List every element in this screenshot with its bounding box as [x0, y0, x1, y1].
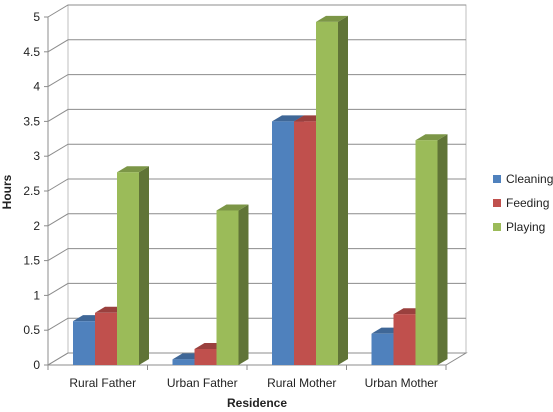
x-tick-label: Urban Father — [167, 376, 238, 390]
legend-swatch — [493, 223, 501, 231]
bar-front — [393, 314, 416, 365]
y-axis-title: Hours — [0, 174, 14, 209]
bar-front — [272, 121, 294, 366]
bars — [73, 15, 448, 366]
y-tick-label: 3.5 — [23, 114, 40, 128]
bar-playing-3 — [316, 15, 348, 365]
bar-side — [139, 166, 149, 365]
gridline — [47, 4, 466, 18]
y-tick-label: 0.5 — [23, 323, 40, 337]
y-tick-label: 3 — [33, 149, 40, 163]
bar-top — [216, 204, 249, 211]
y-tick-label: 2 — [33, 219, 40, 233]
x-axis-ticks: Rural Father Urban Father Rural Mother Urba… — [47, 365, 447, 390]
y-tick-label: 5 — [33, 10, 40, 24]
legend-swatch — [493, 199, 501, 207]
x-axis-title: Residence — [227, 396, 287, 410]
bar-front — [117, 172, 139, 365]
bar-front — [371, 333, 394, 365]
y-axis-ticks: 0 0.5 1 1.5 2 2.5 3 3.5 4 4.5 5 — [23, 10, 48, 372]
y-tick-label: 0 — [33, 358, 40, 372]
bar-top — [316, 15, 348, 22]
bar-front — [194, 348, 217, 365]
legend-item-cleaning: Cleaning — [493, 172, 553, 186]
bar-front — [316, 21, 338, 365]
x-tick-label: Urban Mother — [365, 376, 438, 390]
bar-top — [415, 134, 448, 141]
legend-item-playing: Playing — [493, 220, 545, 234]
legend-label: Feeding — [506, 196, 549, 210]
y-tick-label: 4.5 — [23, 45, 40, 59]
bar-playing-1 — [117, 166, 149, 365]
legend-label: Playing — [506, 220, 545, 234]
bar-side — [437, 134, 448, 365]
legend: Cleaning Feeding Playing — [493, 172, 553, 234]
y-tick-label: 1.5 — [23, 254, 40, 268]
legend-swatch — [493, 175, 501, 183]
bar-side — [238, 204, 249, 365]
bar-front — [294, 121, 316, 366]
legend-item-feeding: Feeding — [493, 196, 549, 210]
bar-playing-4 — [415, 134, 448, 365]
x-tick-label: Rural Mother — [267, 376, 336, 390]
bar-front — [73, 321, 95, 365]
bar-top — [272, 115, 304, 122]
bar-playing-2 — [216, 204, 249, 365]
legend-label: Cleaning — [506, 172, 553, 186]
bar-top — [117, 166, 149, 173]
bar-side — [338, 15, 348, 365]
bar-front — [95, 312, 117, 365]
bar-front — [216, 210, 239, 365]
y-tick-label: 4 — [33, 80, 40, 94]
bar-front — [415, 140, 438, 365]
y-tick-label: 2.5 — [23, 184, 40, 198]
bar-front — [172, 359, 195, 365]
y-tick-label: 1 — [33, 288, 40, 302]
x-tick-label: Rural Father — [69, 376, 136, 390]
